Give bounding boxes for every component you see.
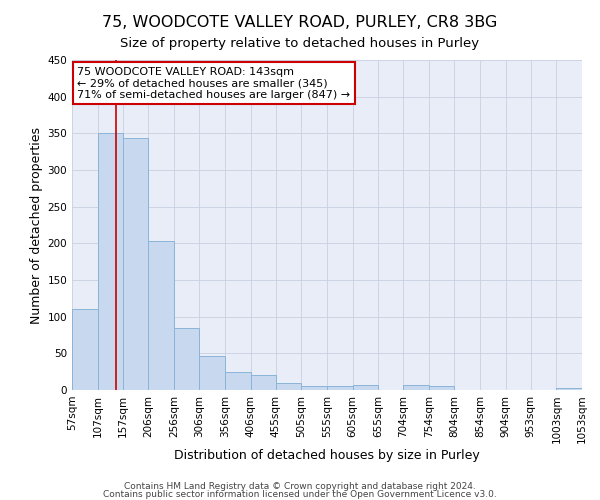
- Bar: [556, 388, 582, 390]
- Bar: [327, 386, 353, 390]
- Text: Size of property relative to detached houses in Purley: Size of property relative to detached ho…: [121, 38, 479, 51]
- Bar: [251, 374, 276, 390]
- Bar: [403, 385, 429, 390]
- Bar: [301, 386, 327, 390]
- Text: 75, WOODCOTE VALLEY ROAD, PURLEY, CR8 3BG: 75, WOODCOTE VALLEY ROAD, PURLEY, CR8 3B…: [103, 15, 497, 30]
- Text: Contains HM Land Registry data © Crown copyright and database right 2024.: Contains HM Land Registry data © Crown c…: [124, 482, 476, 491]
- X-axis label: Distribution of detached houses by size in Purley: Distribution of detached houses by size …: [174, 449, 480, 462]
- Bar: [225, 372, 251, 390]
- Bar: [199, 356, 225, 390]
- Text: Contains public sector information licensed under the Open Government Licence v3: Contains public sector information licen…: [103, 490, 497, 499]
- Bar: [353, 385, 378, 390]
- Bar: [98, 134, 123, 390]
- Text: 75 WOODCOTE VALLEY ROAD: 143sqm
← 29% of detached houses are smaller (345)
71% o: 75 WOODCOTE VALLEY ROAD: 143sqm ← 29% of…: [77, 66, 350, 100]
- Bar: [429, 386, 455, 390]
- Y-axis label: Number of detached properties: Number of detached properties: [30, 126, 43, 324]
- Bar: [72, 310, 98, 390]
- Bar: [148, 241, 174, 390]
- Bar: [174, 328, 199, 390]
- Bar: [276, 382, 301, 390]
- Bar: [123, 138, 148, 390]
